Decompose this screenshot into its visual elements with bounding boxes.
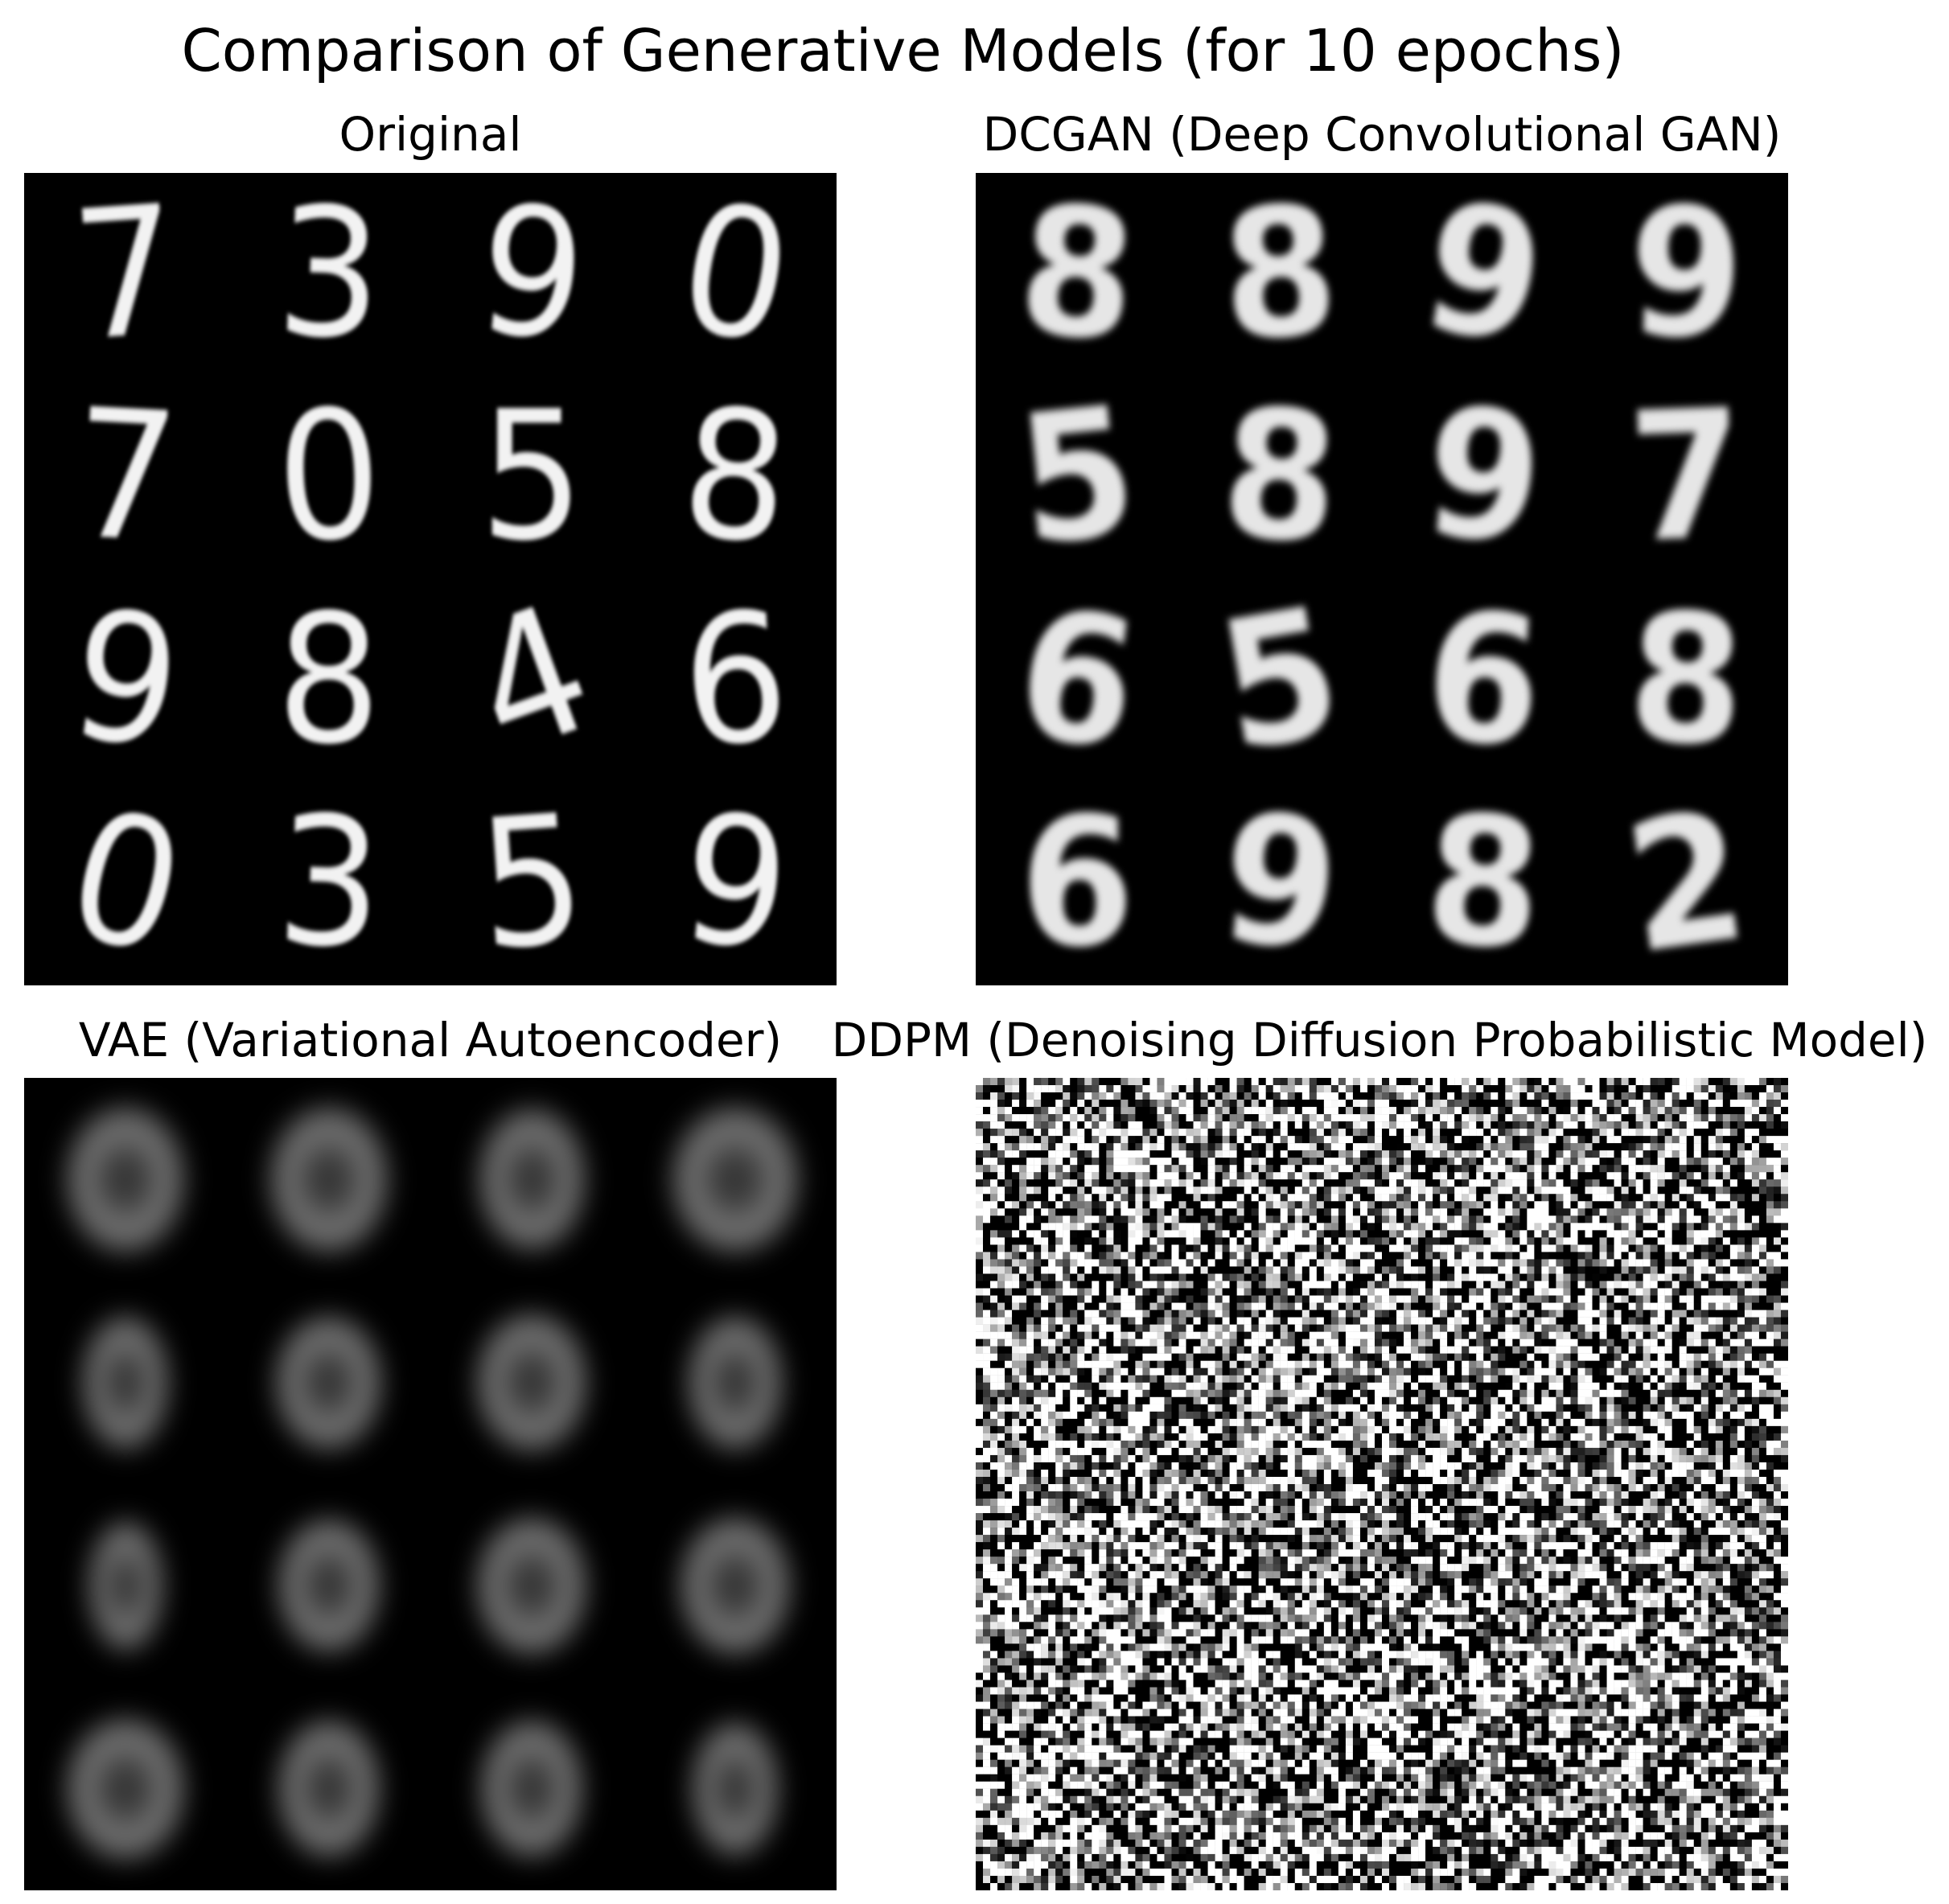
dcgan-cell: 9 <box>1382 173 1585 386</box>
dcgan-cell: 8 <box>1179 173 1383 380</box>
dcgan-cell: 5 <box>976 368 1179 586</box>
original-digit: 7 <box>68 371 184 583</box>
original-cell: 7 <box>24 371 228 583</box>
original-digit: 9 <box>672 775 799 985</box>
original-cell: 3 <box>228 173 431 380</box>
vae-sample-blob <box>87 1519 164 1652</box>
original-cell: 6 <box>634 574 837 787</box>
dcgan-cell: 9 <box>1382 368 1585 586</box>
original-cell: 9 <box>430 173 634 383</box>
dcgan-digit: 9 <box>1212 774 1349 985</box>
original-cell: 5 <box>430 376 634 580</box>
vae-sample-blob <box>690 1720 779 1857</box>
original-digit: 5 <box>479 373 585 581</box>
original-cell: 3 <box>228 778 431 985</box>
dcgan-cell: 6 <box>976 783 1179 986</box>
dcgan-cell: 8 <box>976 173 1179 381</box>
dcgan-digit: 8 <box>1625 574 1748 786</box>
dcgan-digit: 9 <box>1408 173 1558 386</box>
dcgan-digit: 9 <box>1625 173 1748 380</box>
vae-sample-blob <box>475 1515 589 1656</box>
dcgan-digit: 7 <box>1625 372 1748 583</box>
original-digit: 8 <box>276 577 381 784</box>
original-cell: 7 <box>24 173 228 381</box>
vae-image-grid <box>24 1078 837 1890</box>
original-cell: 4 <box>430 565 634 796</box>
original-cell: 8 <box>228 579 431 783</box>
vae-sample-blob <box>276 1718 381 1860</box>
dcgan-cell: 8 <box>1585 574 1789 786</box>
dcgan-digit: 8 <box>1421 777 1547 985</box>
dcgan-digit: 8 <box>1217 371 1343 584</box>
vae-sample-blob <box>268 1104 389 1254</box>
noise-svg <box>976 1078 1788 1890</box>
dcgan-cell: 5 <box>1179 568 1383 792</box>
dcgan-digit: 8 <box>1217 173 1343 380</box>
original-cell: 8 <box>634 370 837 584</box>
dcgan-digit: 5 <box>1009 368 1145 586</box>
dcgan-digit: 5 <box>1206 568 1355 792</box>
original-cell: 5 <box>430 776 634 985</box>
dcgan-digit: 6 <box>1019 779 1135 985</box>
original-digit: 5 <box>472 776 592 985</box>
dcgan-cell: 9 <box>1179 774 1383 985</box>
dcgan-digit: 6 <box>1005 570 1149 791</box>
dcgan-cell: 6 <box>1382 573 1585 788</box>
ddpm-title: DDPM (Denoising Diffusion Probabilistic … <box>831 1013 1928 1067</box>
original-digit: 9 <box>59 570 192 791</box>
vae-sample-blob <box>81 1314 171 1451</box>
dcgan-cell: 2 <box>1585 773 1789 985</box>
dcgan-cell: 8 <box>1382 777 1585 985</box>
vae-sample-blob <box>276 1517 381 1655</box>
original-digit: 0 <box>665 173 805 385</box>
original-cell: 9 <box>24 570 228 791</box>
original-digit: 7 <box>66 173 186 381</box>
dcgan-cell: 8 <box>1179 371 1383 584</box>
vae-sample-blob <box>678 1515 792 1656</box>
original-digit: 6 <box>676 574 793 787</box>
original-digit: 4 <box>446 565 617 796</box>
original-digit: 9 <box>469 173 595 383</box>
original-cell: 0 <box>228 372 431 582</box>
vae-sample-blob <box>65 1104 187 1254</box>
vae-sample-blob <box>479 1718 585 1860</box>
original-cell: 0 <box>634 173 837 385</box>
vae-sample-blob <box>670 1104 800 1254</box>
original-digit: 0 <box>50 770 202 985</box>
dcgan-digit: 8 <box>1013 173 1142 381</box>
original-cell: 0 <box>24 770 228 985</box>
dcgan-digit: 6 <box>1419 573 1548 788</box>
vae-sample-blob <box>65 1716 187 1861</box>
dcgan-digit: 9 <box>1415 368 1552 586</box>
dcgan-cell: 6 <box>976 570 1179 791</box>
figure-title: Comparison of Generative Models (for 10 … <box>181 17 1625 84</box>
dcgan-cell: 9 <box>1585 173 1789 380</box>
ddpm-noise-image <box>976 1078 1788 1890</box>
original-digit: 8 <box>675 370 795 584</box>
dcgan-digit: 2 <box>1615 773 1758 985</box>
original-title: Original <box>339 107 522 162</box>
dcgan-title: DCGAN (Deep Convolutional GAN) <box>982 107 1782 162</box>
vae-sample-blob <box>686 1314 783 1451</box>
original-digit: 3 <box>273 778 385 985</box>
vae-sample-blob <box>274 1314 384 1451</box>
vae-sample-blob <box>475 1312 589 1454</box>
original-cell: 9 <box>634 775 837 985</box>
original-digit: 0 <box>273 372 385 582</box>
vae-sample-blob <box>477 1107 586 1252</box>
dcgan-cell: 7 <box>1585 372 1789 583</box>
vae-title: VAE (Variational Autoencoder) <box>78 1013 783 1067</box>
original-digit: 3 <box>273 173 385 380</box>
